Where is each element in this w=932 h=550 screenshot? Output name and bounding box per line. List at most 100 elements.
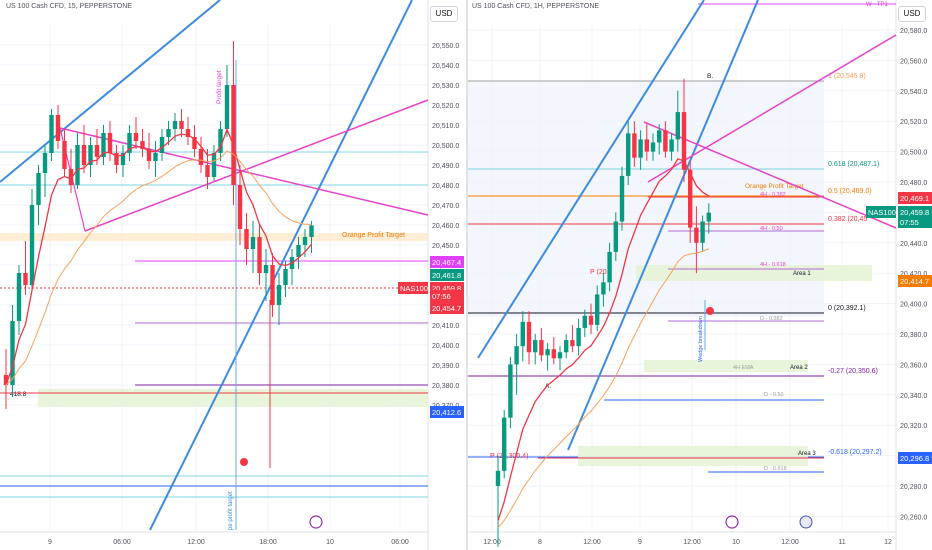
candle-body xyxy=(638,139,643,158)
orange-profit-target-label: Orange Profit Target xyxy=(342,232,405,239)
y-tick-label: 20,470.0 xyxy=(432,203,459,210)
candle-body xyxy=(495,470,501,486)
lightning-icon xyxy=(725,515,739,529)
price-tag: 07:55 xyxy=(900,218,919,227)
candle-body xyxy=(81,145,87,165)
candle-body xyxy=(545,349,550,356)
channel-trendline-lower xyxy=(567,0,759,451)
candle-body xyxy=(669,139,674,152)
chart-15m-canvas[interactable]: 20,550.0 20,540.0 20,530.0 20,520.0 20,510.0… xyxy=(0,0,466,550)
candle-body xyxy=(632,133,637,158)
candle-body xyxy=(107,133,113,153)
h4-0618-label: 4H - 0.618 xyxy=(760,262,786,268)
y-tick-label: 20,550.0 xyxy=(432,43,459,50)
candle-body xyxy=(270,265,275,305)
x-tick-label: 10 xyxy=(326,539,334,546)
fib-level-label: 0.382 (20,45 xyxy=(828,216,867,223)
d-0382-label: D - 0.382 xyxy=(760,316,783,322)
area2-zone xyxy=(644,360,808,372)
wedge-breakdown-label: Wedge breakdown xyxy=(698,316,704,362)
candle-body xyxy=(133,133,139,141)
price-tag-bg xyxy=(430,256,464,268)
candle-body xyxy=(595,294,600,325)
candle-body xyxy=(36,173,41,205)
price-tag-bg xyxy=(898,275,932,287)
y-tick-label: 20,280.0 xyxy=(900,484,927,491)
price-tag-bg xyxy=(430,269,464,281)
candle-body xyxy=(49,115,54,153)
y-tick-label: 20,510.0 xyxy=(432,123,459,130)
candle-body xyxy=(564,340,569,353)
price-tag: 20,461.8 xyxy=(432,271,461,280)
price-tag: 20,459.8 xyxy=(900,208,929,217)
candle-body xyxy=(205,165,210,177)
candle-body xyxy=(146,149,152,161)
ema-fast-line xyxy=(497,158,710,521)
candle-body xyxy=(185,129,191,137)
candle-body xyxy=(198,149,204,165)
candle-body xyxy=(42,153,48,173)
candle-body xyxy=(114,153,119,165)
candle-body xyxy=(626,133,631,176)
candle-body xyxy=(302,237,308,245)
x-tick-label: 06:00 xyxy=(391,539,409,546)
candle-body xyxy=(101,133,106,157)
x-tick-label: 12:00 xyxy=(683,539,701,546)
candle-body xyxy=(29,205,35,285)
y-tick-label: 20,410.0 xyxy=(432,323,459,330)
x-tick-label: 8 xyxy=(538,539,542,546)
candle-body xyxy=(663,130,668,152)
x-tick-label: 9 xyxy=(638,539,642,546)
y-tick-label: 20,480.0 xyxy=(432,183,459,190)
y-tick-label: 20,560.0 xyxy=(900,58,927,65)
pink-trendline-up xyxy=(84,99,429,232)
channel-trendline-upper xyxy=(0,0,221,183)
symbol-tag: NAS100 xyxy=(868,208,896,217)
x-tick-label: 18:00 xyxy=(259,539,277,546)
ema-4h-label: 4H EMA xyxy=(733,365,754,371)
candle-body xyxy=(218,129,223,153)
candle-body xyxy=(192,137,197,149)
price-tag-bg xyxy=(898,216,932,228)
candle-body xyxy=(62,141,67,169)
candle-body xyxy=(601,282,606,295)
fib-level-label: -0.618 (20,297.2) xyxy=(828,449,882,456)
area1-label: Area 1 xyxy=(793,271,811,277)
h4-0382-label: 4H - 0.382 xyxy=(760,192,786,198)
y-tick-label: 20,390.0 xyxy=(432,363,459,370)
currency-button-left[interactable]: USD xyxy=(430,6,458,22)
candle-body xyxy=(657,130,662,143)
price-tag: 07:56 xyxy=(432,292,451,301)
fib-level-label: 0.5 (20,469.0) xyxy=(828,188,872,195)
currency-button-right[interactable]: USD xyxy=(898,6,926,22)
chart-pane-1h[interactable]: 20,580.0 20,560.0 20,540.0 20,520.0 20,500.0… xyxy=(468,0,932,550)
area3-label: Area 3 xyxy=(798,451,816,457)
zone-left-label: 418.8 xyxy=(10,391,27,398)
symbol-tag-bg xyxy=(398,282,428,294)
price-tag: 20,454.7 xyxy=(432,304,461,313)
candle-body xyxy=(55,115,61,141)
y-tick-label: 20,400.0 xyxy=(432,343,459,350)
chart-1h-canvas[interactable]: 20,580.0 20,560.0 20,540.0 20,520.0 20,500.0… xyxy=(468,0,932,550)
candle-body xyxy=(576,327,581,347)
candle-body xyxy=(570,340,575,347)
x-tick-label: 12 xyxy=(884,539,892,546)
orange-profit-target-label: Orange Profit Target xyxy=(745,183,804,190)
candle-body xyxy=(153,153,158,161)
y-tick-label: 20,480.0 xyxy=(900,180,927,187)
candle-body xyxy=(644,139,649,152)
candle-body xyxy=(166,129,171,137)
candle-body xyxy=(613,221,618,252)
chart-pane-15m[interactable]: 20,550.0 20,540.0 20,530.0 20,520.0 20,510.0… xyxy=(0,0,466,550)
vertical-label-pe-target: pe profit target xyxy=(228,491,234,530)
y-tick-label: 20,440.0 xyxy=(900,241,927,248)
ema-slow-line xyxy=(497,248,709,529)
ema-slow-line xyxy=(5,150,312,386)
x-tick-label: 12:00 xyxy=(187,539,205,546)
pane-divider[interactable] xyxy=(466,0,468,550)
candle-body xyxy=(675,112,680,140)
x-tick-label: 10 xyxy=(732,539,740,546)
y-tick-label: 20,260.0 xyxy=(900,514,927,521)
candle-body xyxy=(619,175,625,222)
candle-body xyxy=(582,315,587,328)
